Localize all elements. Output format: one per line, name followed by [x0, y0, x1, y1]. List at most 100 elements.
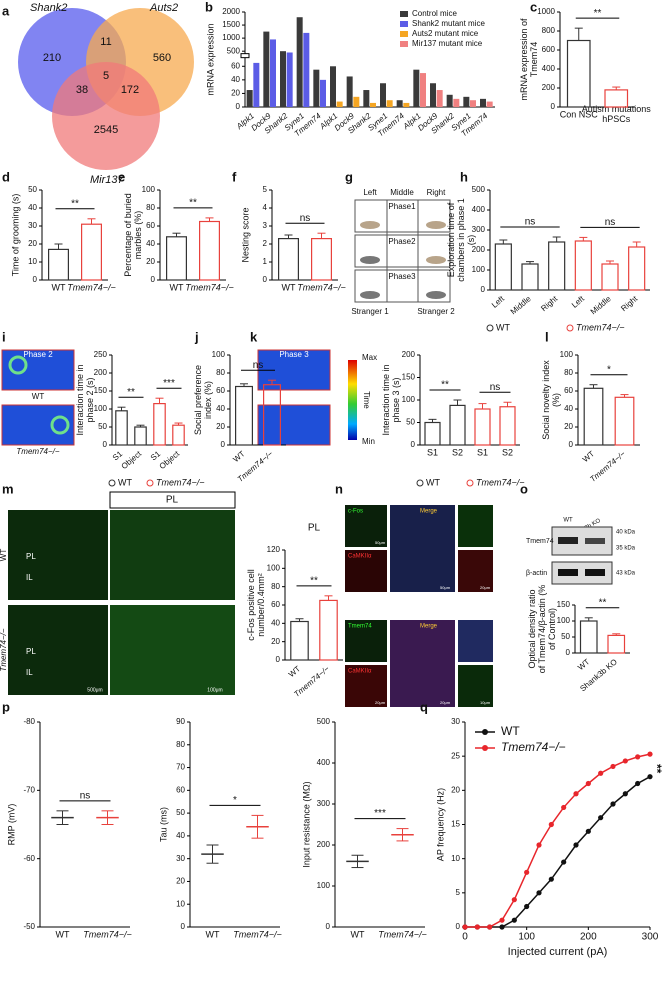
image-header: PL: [166, 495, 179, 506]
y-tick-label: 600: [542, 45, 556, 54]
venn-circle: [52, 62, 160, 170]
bar: [449, 404, 466, 446]
y-tick-label: 10: [28, 257, 37, 266]
phase-label: Phase2: [388, 237, 416, 246]
y-tick-label: 500: [227, 46, 241, 55]
bar: [311, 238, 333, 281]
x-tick-label: Left: [570, 294, 587, 310]
bar: [370, 102, 376, 107]
bar: [486, 101, 493, 107]
point: [561, 804, 567, 811]
scale-label: 20μm: [375, 700, 386, 705]
y-tick-label: 1500: [222, 20, 240, 29]
row-label: Tmem74−/−: [16, 447, 59, 456]
bar: [430, 83, 436, 107]
cup: [360, 291, 380, 299]
y-tick-label: 40: [231, 75, 240, 84]
x-tick-label: S1: [427, 447, 438, 457]
y-tick-label: 60: [176, 785, 185, 794]
y-tick-label: 40: [271, 618, 280, 627]
y-tick-label: 0: [181, 922, 186, 931]
micrograph: [8, 510, 108, 600]
significance: **: [310, 575, 318, 586]
micrograph: [345, 505, 387, 547]
bar: [319, 599, 338, 661]
y-tick-label: 200: [472, 245, 486, 254]
bar: [403, 102, 410, 107]
y-tick-label: 50: [561, 632, 570, 641]
y-axis-label: Percentage of buriedmarbles (%): [123, 193, 143, 277]
y-tick-label: 20: [176, 877, 185, 886]
bar: [470, 100, 476, 107]
stain-label: Tmem74: [348, 624, 372, 630]
panel-letter: k: [250, 329, 258, 344]
venn-label: Shank2: [30, 2, 67, 14]
significance: **: [189, 198, 197, 209]
axis-break: [240, 53, 250, 59]
row-label: WT: [0, 549, 8, 562]
significance: ***: [374, 808, 386, 819]
x-tick-label: WT: [231, 449, 246, 464]
bar: [363, 90, 370, 107]
panel-letter: q: [420, 699, 428, 714]
x-tick-label: 300: [642, 932, 659, 943]
point: [585, 828, 591, 834]
y-tick-label: 0: [151, 275, 156, 284]
venn: Shank2 Auts2 Mir137 210 11 560 38 5 172 …: [18, 2, 194, 186]
y-tick-label: 10: [176, 899, 185, 908]
bar: [172, 424, 185, 446]
y-tick-label: 400: [472, 205, 486, 214]
y-tick-label: 3: [263, 221, 268, 230]
band: [558, 569, 578, 576]
chamber: [354, 269, 451, 303]
legend-label: Shank2 mutant mice: [412, 19, 485, 28]
y-tick-label: 0: [263, 275, 268, 284]
panel-letter: c: [530, 0, 537, 14]
legend-label: WT: [118, 477, 132, 487]
colorbar: [348, 360, 357, 440]
panel-letter: j: [194, 329, 199, 344]
stain-label: Merge: [420, 624, 438, 630]
micrograph: [345, 550, 387, 592]
size-label: 40 kDa: [616, 530, 636, 536]
y-tick-label: 25: [451, 751, 460, 760]
venn-count: 38: [76, 84, 88, 96]
bar: [47, 248, 69, 281]
y-tick-label: -60: [23, 854, 35, 863]
legend-swatch: [146, 479, 154, 487]
protein-label: β-actin: [526, 570, 547, 577]
y-tick-label: 80: [564, 368, 573, 377]
y-tick-label: 0: [276, 655, 281, 664]
y-tick-label: 40: [216, 404, 225, 413]
chamber: [354, 199, 451, 233]
point: [499, 917, 505, 923]
y-tick-label: 2000: [222, 7, 240, 16]
bar: [499, 406, 516, 446]
point: [499, 924, 505, 930]
chamber: [354, 234, 451, 268]
y-tick-label: 0: [569, 440, 574, 449]
micrograph: [110, 510, 235, 600]
lane-label: WT: [563, 518, 573, 524]
bar: [153, 403, 166, 446]
y-tick-label: 400: [542, 64, 556, 73]
y-tick-label: 300: [472, 225, 486, 234]
venn-label: Auts2: [149, 2, 178, 14]
y-axis-label: Interaction time inphase 2 (s): [75, 364, 95, 435]
bar: [436, 90, 443, 107]
y-tick-label: 200: [317, 840, 331, 849]
y-tick-label: 1: [263, 257, 268, 266]
legend-swatch: [400, 21, 408, 27]
y-tick-label: -50: [23, 922, 35, 931]
x-tick-label: 100: [518, 932, 535, 943]
panel-letter: g: [345, 169, 353, 184]
point: [585, 780, 591, 787]
y-axis-label: AP frequency (Hz): [435, 788, 445, 861]
bar: [574, 240, 592, 291]
micrograph: [345, 665, 387, 707]
heatmap: [257, 404, 331, 446]
y-tick-label: -80: [23, 717, 35, 726]
column-label: Middle: [390, 188, 414, 197]
micrograph: [110, 605, 235, 695]
region-label: IL: [26, 573, 33, 582]
